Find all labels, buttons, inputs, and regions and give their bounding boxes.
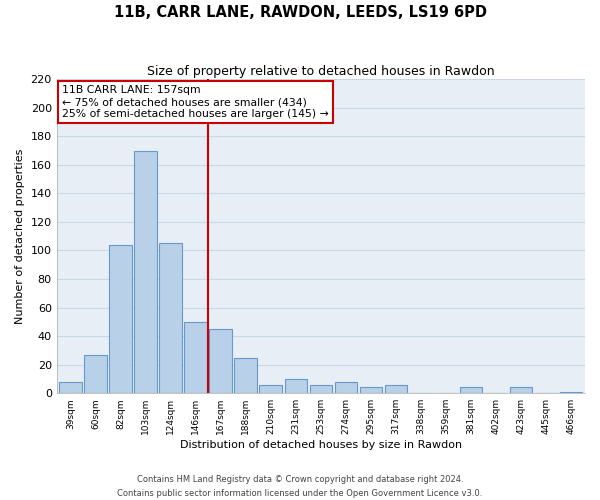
Bar (385, 384, 407, 393)
Bar (84, 354, 107, 393)
Y-axis label: Number of detached properties: Number of detached properties (15, 148, 25, 324)
Title: Size of property relative to detached houses in Rawdon: Size of property relative to detached ho… (147, 65, 494, 78)
Bar (235, 358, 257, 393)
Bar (359, 388, 382, 393)
Text: 11B, CARR LANE, RAWDON, LEEDS, LS19 6PD: 11B, CARR LANE, RAWDON, LEEDS, LS19 6PD (113, 5, 487, 20)
Bar (560, 392, 583, 393)
Bar (59, 382, 82, 393)
Bar (209, 329, 232, 393)
Bar (184, 322, 207, 393)
Bar (109, 245, 132, 393)
Bar (134, 150, 157, 393)
Text: 11B CARR LANE: 157sqm
← 75% of detached houses are smaller (434)
25% of semi-det: 11B CARR LANE: 157sqm ← 75% of detached … (62, 86, 329, 118)
X-axis label: Distribution of detached houses by size in Rawdon: Distribution of detached houses by size … (180, 440, 462, 450)
Bar (310, 384, 332, 393)
Bar (284, 379, 307, 393)
Bar (460, 388, 482, 393)
Bar (335, 382, 357, 393)
Bar (259, 384, 282, 393)
Bar (510, 388, 532, 393)
Bar (160, 244, 182, 393)
Text: Contains HM Land Registry data © Crown copyright and database right 2024.
Contai: Contains HM Land Registry data © Crown c… (118, 476, 482, 498)
